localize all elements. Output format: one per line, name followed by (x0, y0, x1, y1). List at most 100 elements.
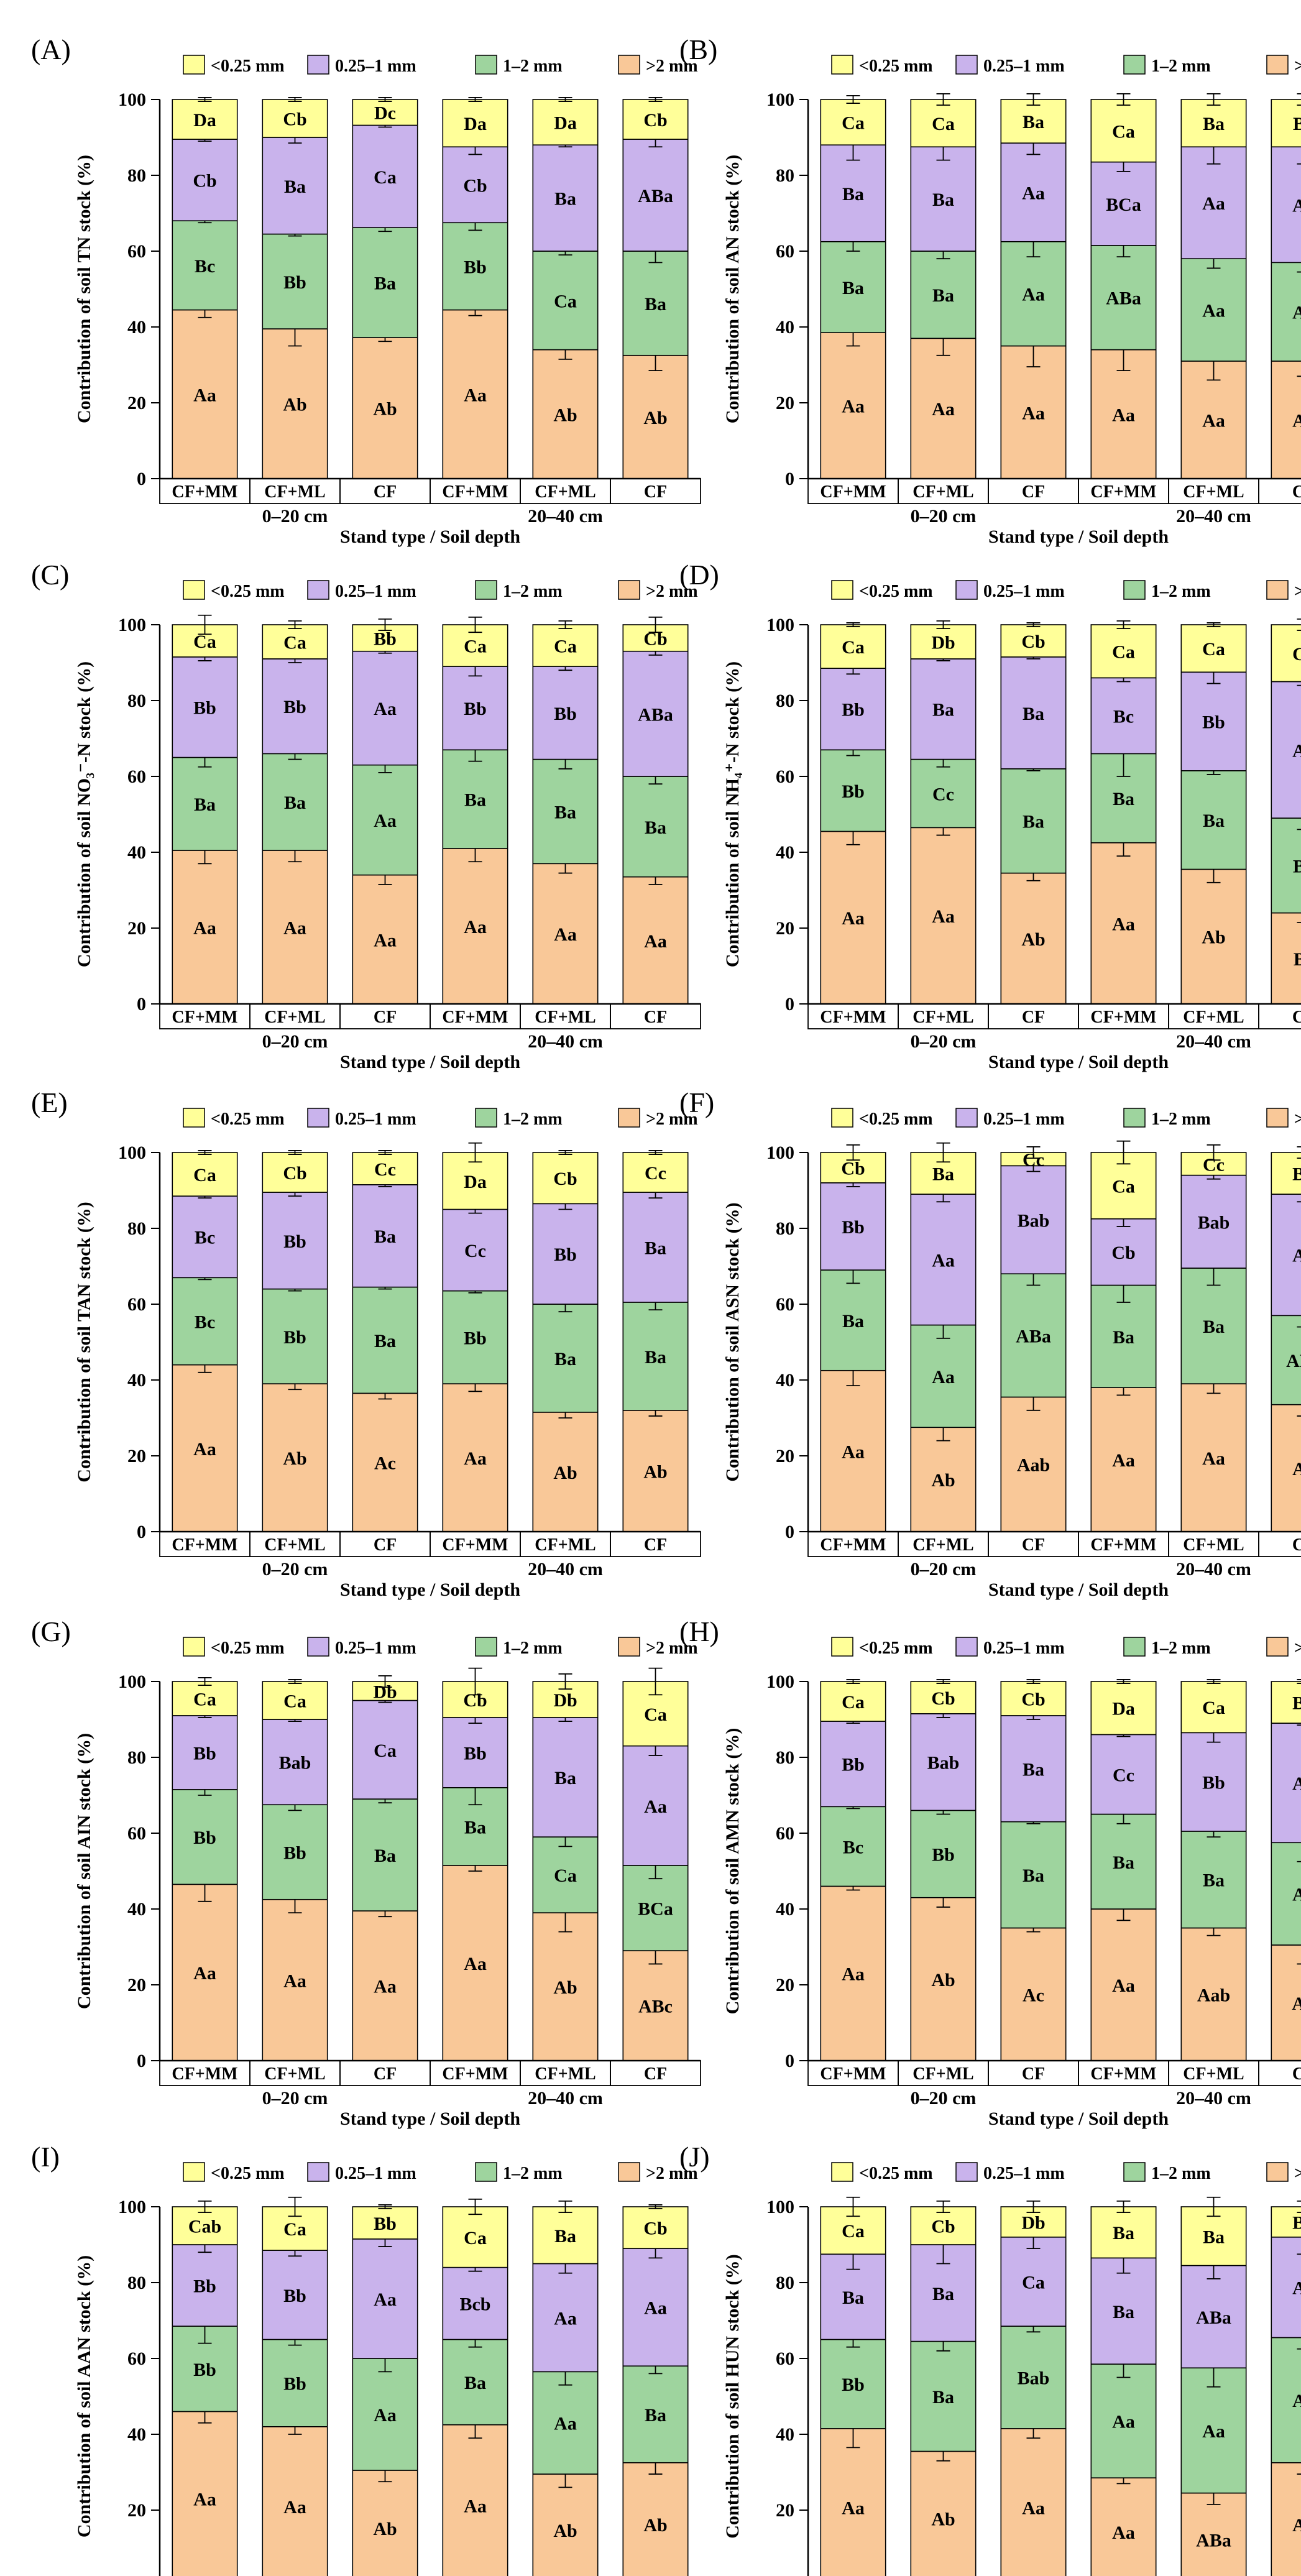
x-tick-label: CF+ML (264, 1535, 325, 1555)
bar-segment (820, 1721, 886, 1808)
bar-segment (622, 2365, 689, 2463)
stacked-bar: Aa Ba Bb Ca (172, 614, 238, 1005)
stacked-bar: Aa Aa Aa Bb (352, 618, 418, 1005)
data-label: Ba (194, 794, 216, 815)
data-label: Aa (464, 1954, 487, 1974)
legend-swatch (831, 1637, 853, 1657)
bar-segment (1000, 142, 1067, 242)
bar-segment (442, 1383, 508, 1532)
data-label: Cb (1021, 632, 1045, 652)
y-tick-label: 20 (776, 393, 794, 413)
data-label: Bb (932, 1845, 955, 1865)
data-label: Bc (843, 1837, 863, 1857)
bar-segment (262, 658, 328, 755)
stacked-bar: Aa Cc Ba Db (910, 620, 977, 1005)
data-label: Bb (283, 2286, 306, 2306)
x-tick-label: CF (1292, 1008, 1301, 1027)
bar-segment (1180, 1267, 1247, 1384)
x-tick-label: CF (1022, 1008, 1045, 1027)
data-label: Ca (283, 1691, 306, 1712)
data-label: Aa (1202, 2421, 1225, 2442)
data-label: Bb (283, 697, 306, 717)
data-label: Ba (1293, 856, 1301, 876)
data-label: Ba (464, 790, 486, 811)
y-tick-label: 80 (127, 2273, 146, 2293)
bar-segment (262, 2339, 328, 2427)
x-tick-label: CF (644, 482, 667, 502)
x-tick-label: CF (374, 2064, 397, 2084)
data-label: Ca (283, 632, 306, 653)
x-tick-label: CF+ML (913, 2064, 973, 2084)
y-tick-label: 60 (776, 766, 794, 787)
bar-segment (172, 1364, 238, 1532)
stacked-bar: Ac Ba Ba Cc (352, 1150, 418, 1532)
data-label: Ba (554, 2226, 576, 2247)
y-tick-label: 100 (118, 1143, 146, 1163)
y-axis-title: Contribution of soil AMN stock (%) (722, 1728, 743, 2015)
y-axis-title: Contribution of soil AIN stock (%) (74, 1733, 94, 2009)
data-label: Ba (374, 274, 396, 294)
bar-segment (442, 2339, 508, 2426)
legend: <0.25 mm 0.25–1 mm 1–2 mm >2 mm (831, 55, 1301, 76)
y-tick-label: 20 (776, 1975, 794, 1995)
legend-swatch (831, 55, 853, 75)
data-label: Ac (1023, 1985, 1044, 2005)
legend-label: 0.25–1 mm (335, 1110, 416, 1129)
data-label: ABa (1196, 2530, 1231, 2551)
bar-segment (622, 876, 689, 1005)
data-label: Ba (1023, 1865, 1044, 1886)
y-tick-label: 0 (785, 994, 794, 1014)
data-label: Ba (932, 2284, 954, 2304)
bar-segment (172, 99, 238, 140)
data-label: ABa (1106, 288, 1141, 309)
data-label: Ba (932, 190, 954, 210)
legend-label: >2 mm (1294, 582, 1301, 601)
depth-label: 20–40 cm (1176, 506, 1251, 527)
data-label: Bb (283, 1843, 306, 1864)
legend-swatch (955, 2162, 978, 2182)
data-label: Bb (374, 628, 397, 649)
y-tick-label: 0 (785, 1522, 794, 1542)
data-label: Cb (283, 1163, 306, 1184)
bar-segment (1000, 1821, 1067, 1929)
legend-label: <0.25 mm (211, 582, 285, 601)
category-cell (1258, 1003, 1301, 1029)
data-label: Bb (283, 272, 306, 293)
category-cell (1258, 478, 1301, 504)
data-label: Ba (1203, 1870, 1225, 1891)
data-label: Da (193, 110, 216, 131)
legend-swatch (831, 2162, 853, 2182)
bar-segment (1180, 1383, 1247, 1532)
data-label: ABa (1196, 2307, 1231, 2328)
legend-swatch (475, 580, 497, 600)
data-label: Cb (463, 1690, 487, 1711)
y-tick-label: 100 (118, 615, 146, 635)
y-tick-label: 60 (127, 241, 146, 262)
bar-segment (262, 2250, 328, 2340)
data-label: Ab (373, 399, 397, 420)
legend-label: 0.25–1 mm (335, 57, 416, 76)
y-tick-label: 60 (776, 2348, 794, 2369)
data-label: Ba (554, 1349, 576, 1369)
bar-segment (622, 1152, 689, 1193)
data-label: Aa (374, 2405, 397, 2426)
x-tick-label: CF (374, 1535, 397, 1555)
data-label: Aa (1112, 2523, 1135, 2543)
legend-swatch (475, 55, 497, 75)
data-label: Aa (283, 2497, 306, 2518)
y-tick-label: 40 (127, 1899, 146, 1920)
data-label: Ab (931, 1970, 955, 1990)
data-label: Ab (553, 405, 577, 425)
bar-segment (910, 658, 977, 760)
bar-segment (352, 874, 418, 1005)
bar-segment (172, 2411, 238, 2576)
legend-swatch (307, 1637, 329, 1657)
bar-segment (1000, 2428, 1067, 2576)
bar-segment (1090, 2257, 1157, 2365)
bar-segment (262, 2426, 328, 2576)
bar-segment (262, 1192, 328, 1290)
stacked-bar: Aa Aa Ba Ba (1090, 2200, 1157, 2576)
data-label: Ba (645, 2405, 666, 2426)
stacked-bar: Aa ABa Aa Bb (1271, 1146, 1301, 1532)
y-axis-title: Contribution of soil TN stock (%) (74, 155, 94, 423)
